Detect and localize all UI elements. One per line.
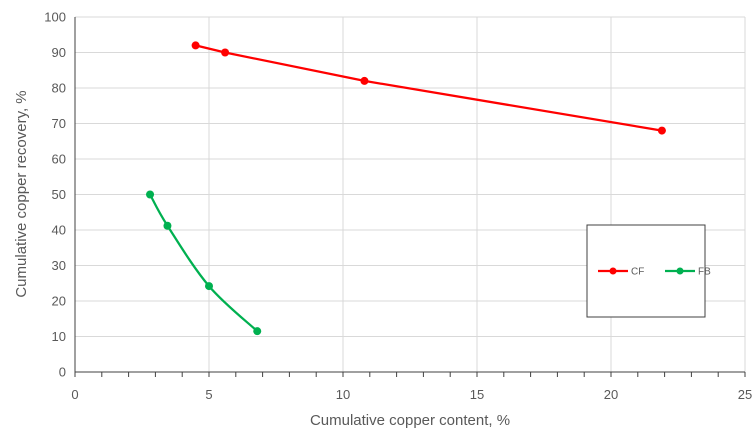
data-point-fb <box>163 221 172 230</box>
y-tick-label: 80 <box>52 81 66 96</box>
data-point-cf <box>191 41 200 50</box>
legend-marker <box>676 267 684 275</box>
x-tick-label: 20 <box>604 387 618 402</box>
data-point-fb <box>253 327 262 336</box>
legend-label: CF <box>631 267 644 278</box>
series-line-fb <box>149 193 259 332</box>
data-point-cf <box>360 76 369 85</box>
legend: CF FB <box>586 224 711 318</box>
x-axis-label: Cumulative copper content, % <box>310 412 510 429</box>
legend-item-fb: FB <box>665 267 711 278</box>
legend-item-cf: CF <box>598 267 644 278</box>
legend-label: FB <box>698 267 711 278</box>
data-point-fb <box>205 282 213 291</box>
y-tick-label: 90 <box>52 45 66 60</box>
y-tick-label: 0 <box>59 365 66 380</box>
x-tick-label: 0 <box>71 387 78 402</box>
axes <box>74 17 746 377</box>
y-tick-label: 30 <box>52 258 66 273</box>
y-tick-label: 10 <box>52 329 66 344</box>
x-tick-label: 5 <box>205 387 212 402</box>
x-tick-label: 25 <box>738 387 752 402</box>
series-line-cf <box>195 44 663 132</box>
data-point-fb <box>146 190 155 199</box>
tick-labels: 0 10 20 30 40 50 60 70 80 90 100 0 5 10 15 20 25 <box>44 10 752 403</box>
y-tick-label: 20 <box>52 294 66 309</box>
x-tick-label: 15 <box>470 387 484 402</box>
y-axis-label: Cumulative copper recovery, % <box>13 90 30 297</box>
series-layer <box>146 41 666 336</box>
y-tick-label: 50 <box>52 187 66 202</box>
y-tick-label: 60 <box>52 152 66 167</box>
x-tick-label: 10 <box>336 387 350 402</box>
data-point-cf <box>657 126 666 135</box>
y-tick-label: 70 <box>52 116 66 131</box>
series-fb <box>146 190 262 336</box>
y-tick-label: 40 <box>52 223 66 238</box>
y-tick-label: 100 <box>44 10 66 25</box>
legend-marker <box>609 267 617 275</box>
data-point-cf <box>221 48 230 57</box>
series-cf <box>191 41 666 135</box>
grid-lines <box>75 16 746 372</box>
